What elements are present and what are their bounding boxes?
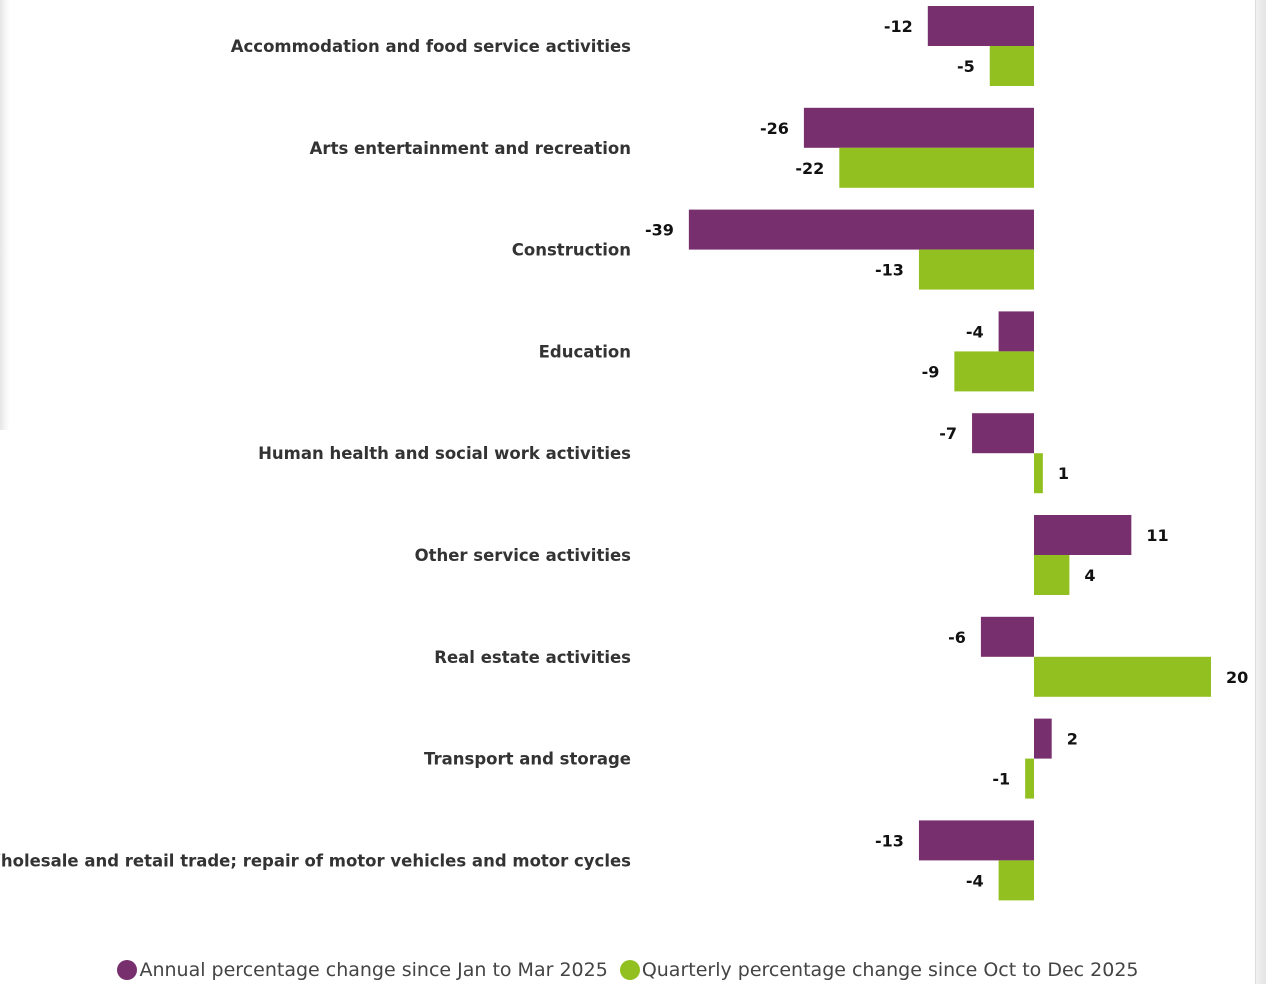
bar-quarterly-real-estate-activities[interactable] [1034, 656, 1211, 697]
value-label-annual-education: -4 [966, 322, 984, 341]
category-label-arts-entertainment-and-recreation: Arts entertainment and recreation [310, 139, 631, 158]
category-label-education: Education [539, 342, 631, 361]
value-label-quarterly-construction: -13 [875, 261, 904, 280]
bar-annual-construction[interactable] [688, 209, 1034, 250]
bar-annual-transport-and-storage[interactable] [1034, 718, 1052, 759]
value-label-quarterly-education: -9 [922, 362, 940, 381]
bar-quarterly-construction[interactable] [918, 249, 1034, 290]
chart-legend: Annual percentage change since Jan to Ma… [0, 955, 1256, 984]
legend-label-quarterly: Quarterly percentage change since Oct to… [641, 959, 1139, 981]
value-label-annual-real-estate-activities: -6 [948, 628, 966, 647]
bar-quarterly-transport-and-storage[interactable] [1025, 758, 1034, 799]
category-label-accommodation-and-food-service-activities: Accommodation and food service activitie… [231, 37, 631, 56]
legend-item-quarterly[interactable]: Quarterly percentage change since Oct to… [619, 959, 1139, 981]
category-label-other-service-activities: Other service activities [415, 546, 632, 565]
bar-quarterly-wholesale-and-retail-trade-repair-of-motor-vehicles-and-motor-cycles[interactable] [998, 860, 1034, 901]
value-label-quarterly-wholesale-and-retail-trade-repair-of-motor-vehicles-and-motor-cycles: -4 [966, 871, 984, 890]
value-label-quarterly-transport-and-storage: -1 [992, 770, 1010, 789]
legend-item-annual[interactable]: Annual percentage change since Jan to Ma… [117, 959, 608, 981]
value-label-quarterly-real-estate-activities: 20 [1226, 668, 1248, 687]
value-label-annual-human-health-and-social-work-activities: -7 [939, 424, 957, 443]
value-label-annual-construction: -39 [645, 221, 674, 240]
bar-annual-real-estate-activities[interactable] [980, 616, 1034, 657]
bar-quarterly-education[interactable] [954, 351, 1034, 392]
value-label-annual-arts-entertainment-and-recreation: -26 [760, 119, 789, 138]
right-scroll-edge [1255, 0, 1266, 984]
value-label-annual-other-service-activities: 11 [1146, 526, 1168, 545]
bar-chart: Accommodation and food service activitie… [0, 6, 1248, 901]
bar-quarterly-human-health-and-social-work-activities[interactable] [1034, 453, 1043, 494]
value-label-quarterly-other-service-activities: 4 [1084, 566, 1095, 585]
bar-quarterly-other-service-activities[interactable] [1034, 555, 1070, 595]
bar-annual-accommodation-and-food-service-activities[interactable] [927, 6, 1034, 46]
legend-swatch-quarterly [619, 960, 640, 980]
category-label-construction: Construction [512, 241, 631, 260]
bar-quarterly-accommodation-and-food-service-activities[interactable] [989, 46, 1034, 86]
value-label-annual-transport-and-storage: 2 [1067, 730, 1078, 749]
category-label-transport-and-storage: Transport and storage [424, 750, 631, 769]
bar-annual-education[interactable] [998, 311, 1034, 352]
value-label-annual-accommodation-and-food-service-activities: -12 [884, 17, 913, 36]
category-label-wholesale-and-retail-trade-repair-of-motor-vehicles-and-motor-cycles: Wholesale and retail trade; repair of mo… [0, 851, 631, 870]
legend-swatch-annual [117, 960, 138, 980]
category-label-human-health-and-social-work-activities: Human health and social work activities [258, 444, 631, 463]
bar-annual-arts-entertainment-and-recreation[interactable] [803, 107, 1034, 148]
chart-container: Accommodation and food service activitie… [0, 6, 1248, 901]
value-label-quarterly-human-health-and-social-work-activities: 1 [1058, 464, 1069, 483]
value-label-quarterly-arts-entertainment-and-recreation: -22 [795, 159, 824, 178]
value-label-annual-wholesale-and-retail-trade-repair-of-motor-vehicles-and-motor-cycles: -13 [875, 831, 904, 850]
left-edge-shadow [0, 0, 10, 430]
bar-annual-wholesale-and-retail-trade-repair-of-motor-vehicles-and-motor-cycles[interactable] [918, 820, 1034, 861]
bar-annual-human-health-and-social-work-activities[interactable] [972, 413, 1034, 454]
bar-annual-other-service-activities[interactable] [1034, 515, 1132, 555]
value-label-quarterly-accommodation-and-food-service-activities: -5 [957, 57, 975, 76]
category-label-real-estate-activities: Real estate activities [434, 648, 631, 667]
legend-label-annual: Annual percentage change since Jan to Ma… [139, 959, 608, 981]
bar-quarterly-arts-entertainment-and-recreation[interactable] [839, 147, 1034, 188]
